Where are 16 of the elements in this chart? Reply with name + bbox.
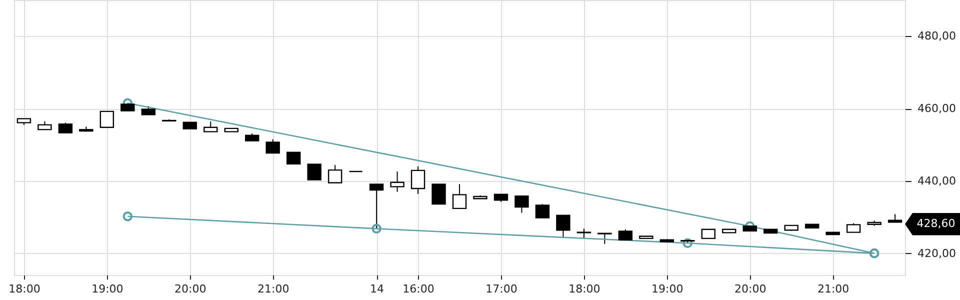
y-tick-label: 420,00 xyxy=(918,246,956,260)
x-tick-label: 18:00 xyxy=(568,282,600,296)
y-tick-label: 460,00 xyxy=(918,102,956,116)
x-tick-label: 14 xyxy=(370,282,384,296)
y-tick-label: 440,00 xyxy=(918,174,956,188)
x-tick-label: 17:00 xyxy=(486,282,518,296)
text: 428,60 xyxy=(916,217,956,230)
x-tick-label: 18:00 xyxy=(8,282,40,296)
x-tick-label: 21:00 xyxy=(817,282,850,296)
x-tick-label: 20:00 xyxy=(734,282,766,296)
x-tick-label: 20:00 xyxy=(174,282,206,296)
x-tick-label: 19:00 xyxy=(652,282,684,296)
y-tick-label: 480,00 xyxy=(918,30,956,43)
x-tick-label: 21:00 xyxy=(257,282,290,296)
x-tick-label: 16:00 xyxy=(402,282,434,296)
x-tick-label: 19:00 xyxy=(92,282,124,296)
